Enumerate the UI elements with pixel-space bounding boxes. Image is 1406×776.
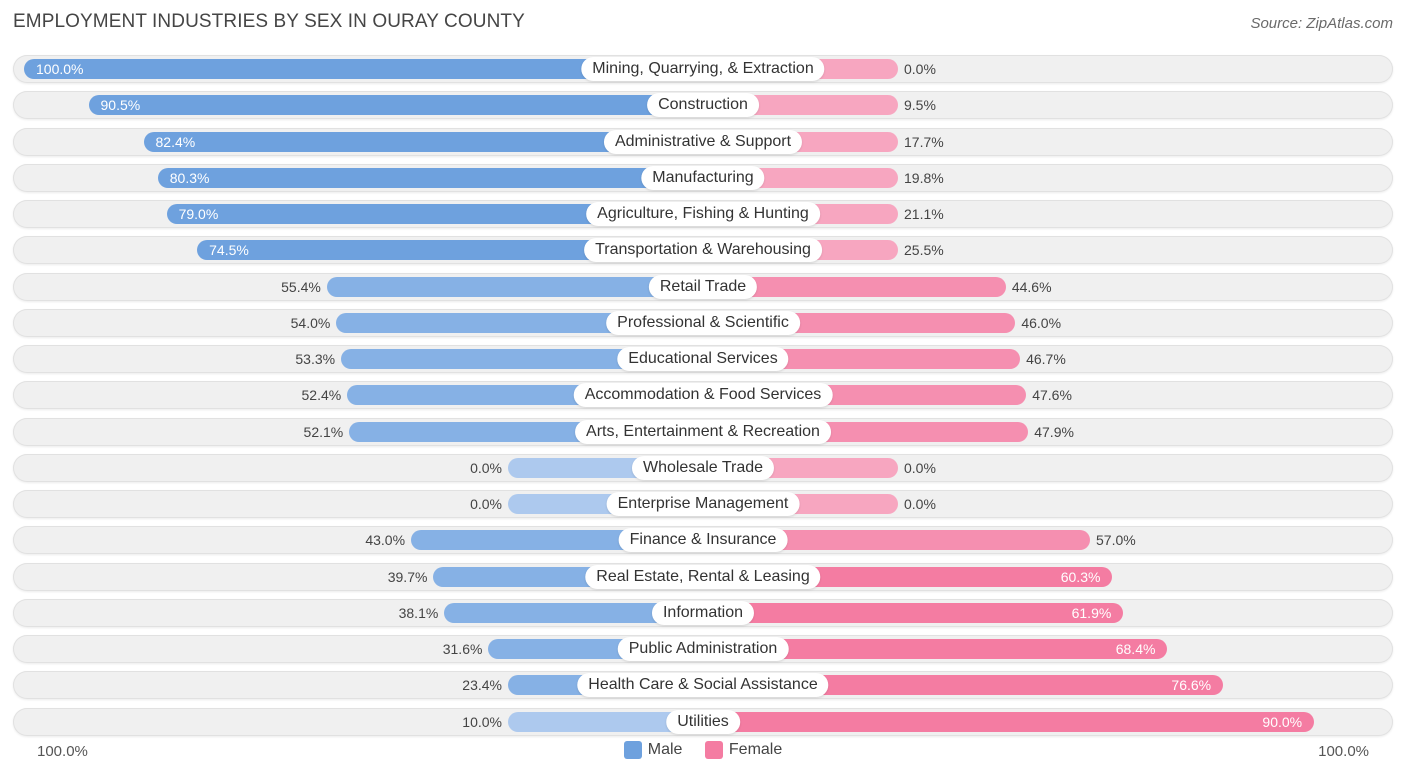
legend-swatch-female xyxy=(704,741,723,759)
bar-male xyxy=(157,167,703,188)
legend-item-female: Female xyxy=(704,741,783,759)
value-label-female: 61.9% xyxy=(1071,604,1112,621)
value-label-female: 46.0% xyxy=(1021,314,1062,331)
chart-title: EMPLOYMENT INDUSTRIES BY SEX IN OURAY CO… xyxy=(13,11,525,32)
value-label-female: 17.7% xyxy=(904,133,944,150)
value-label-male: 31.6% xyxy=(442,641,483,657)
bar-male xyxy=(197,240,703,261)
value-label-female: 68.4% xyxy=(1115,641,1156,657)
value-label-male: 39.7% xyxy=(387,568,428,585)
value-label-female: 44.6% xyxy=(1011,278,1052,295)
bar-male xyxy=(24,59,703,79)
category-label: Arts, Entertainment & Recreation xyxy=(575,419,831,444)
value-label-female: 25.5% xyxy=(904,242,944,259)
value-label-male: 38.1% xyxy=(398,604,439,621)
bar-female xyxy=(703,276,1006,297)
bar-female xyxy=(703,639,1168,659)
value-label-male: 0.0% xyxy=(470,459,502,476)
value-label-male: 54.0% xyxy=(290,314,331,331)
category-label: Accommodation & Food Services xyxy=(573,383,833,408)
source-label: Source: ZipAtlas.com xyxy=(1250,15,1393,32)
value-label-female: 0.0% xyxy=(904,459,936,476)
value-label-female: 47.6% xyxy=(1032,387,1072,404)
category-label: Construction xyxy=(647,93,759,118)
value-label-male: 82.4% xyxy=(155,133,196,150)
value-label-female: 9.5% xyxy=(904,97,936,114)
value-label-male: 79.0% xyxy=(178,206,219,222)
bar-male xyxy=(166,204,703,224)
category-label: Professional & Scientific xyxy=(606,310,800,335)
value-label-female: 47.9% xyxy=(1034,423,1074,440)
category-label: Manufacturing xyxy=(641,165,765,190)
axis-right-label: 100.0% xyxy=(1318,743,1369,760)
legend-label-male: Male xyxy=(647,741,683,758)
value-label-male: 0.0% xyxy=(470,496,502,512)
value-label-male: 80.3% xyxy=(169,169,210,186)
bar-male xyxy=(88,95,703,116)
bar-female xyxy=(703,602,1124,623)
category-label: Agriculture, Fishing & Hunting xyxy=(586,202,820,226)
category-label: Mining, Quarrying, & Extraction xyxy=(581,57,825,81)
value-label-male: 100.0% xyxy=(36,61,84,77)
value-label-female: 21.1% xyxy=(904,206,944,222)
category-label: Public Administration xyxy=(617,637,789,661)
value-label-female: 76.6% xyxy=(1171,677,1212,694)
value-label-male: 74.5% xyxy=(209,242,249,259)
bar-male xyxy=(341,349,703,369)
value-label-female: 19.8% xyxy=(904,169,944,186)
value-label-male: 55.4% xyxy=(281,278,321,295)
category-label: Information xyxy=(651,600,755,625)
bar-female xyxy=(703,711,1315,732)
category-label: Utilities xyxy=(666,709,740,734)
category-label: Wholesale Trade xyxy=(631,455,775,480)
value-label-female: 90.0% xyxy=(1262,713,1303,730)
value-label-male: 90.5% xyxy=(100,97,141,114)
category-label: Transportation & Warehousing xyxy=(584,238,822,263)
bar-male xyxy=(444,602,703,623)
value-label-female: 46.7% xyxy=(1026,351,1066,367)
value-label-female: 60.3% xyxy=(1060,568,1101,585)
category-label: Health Care & Social Assistance xyxy=(577,673,829,698)
value-label-female: 0.0% xyxy=(904,61,936,77)
bar-male xyxy=(143,131,703,152)
value-label-male: 53.3% xyxy=(295,351,336,367)
bar-male xyxy=(326,276,703,297)
value-label-male: 43.0% xyxy=(365,532,406,549)
value-label-female: 0.0% xyxy=(904,496,936,512)
bar-female xyxy=(703,675,1224,696)
category-label: Finance & Insurance xyxy=(618,528,788,553)
category-label: Retail Trade xyxy=(648,274,758,299)
bar-male xyxy=(508,711,703,732)
value-label-male: 23.4% xyxy=(462,677,502,694)
axis-left-label: 100.0% xyxy=(37,743,88,760)
legend-label-female: Female xyxy=(728,741,783,758)
category-label: Administrative & Support xyxy=(603,129,803,154)
bar-female xyxy=(703,530,1091,551)
value-label-male: 52.1% xyxy=(303,423,344,440)
category-label: Real Estate, Rental & Leasing xyxy=(585,564,821,589)
value-label-male: 10.0% xyxy=(462,713,502,730)
category-label: Enterprise Management xyxy=(606,492,800,516)
value-label-female: 57.0% xyxy=(1096,532,1136,549)
legend-item-male: Male xyxy=(623,741,683,759)
legend-swatch-male xyxy=(623,741,642,759)
category-label: Educational Services xyxy=(617,347,789,371)
legend: Male Female xyxy=(0,741,1406,763)
value-label-male: 52.4% xyxy=(301,387,342,404)
